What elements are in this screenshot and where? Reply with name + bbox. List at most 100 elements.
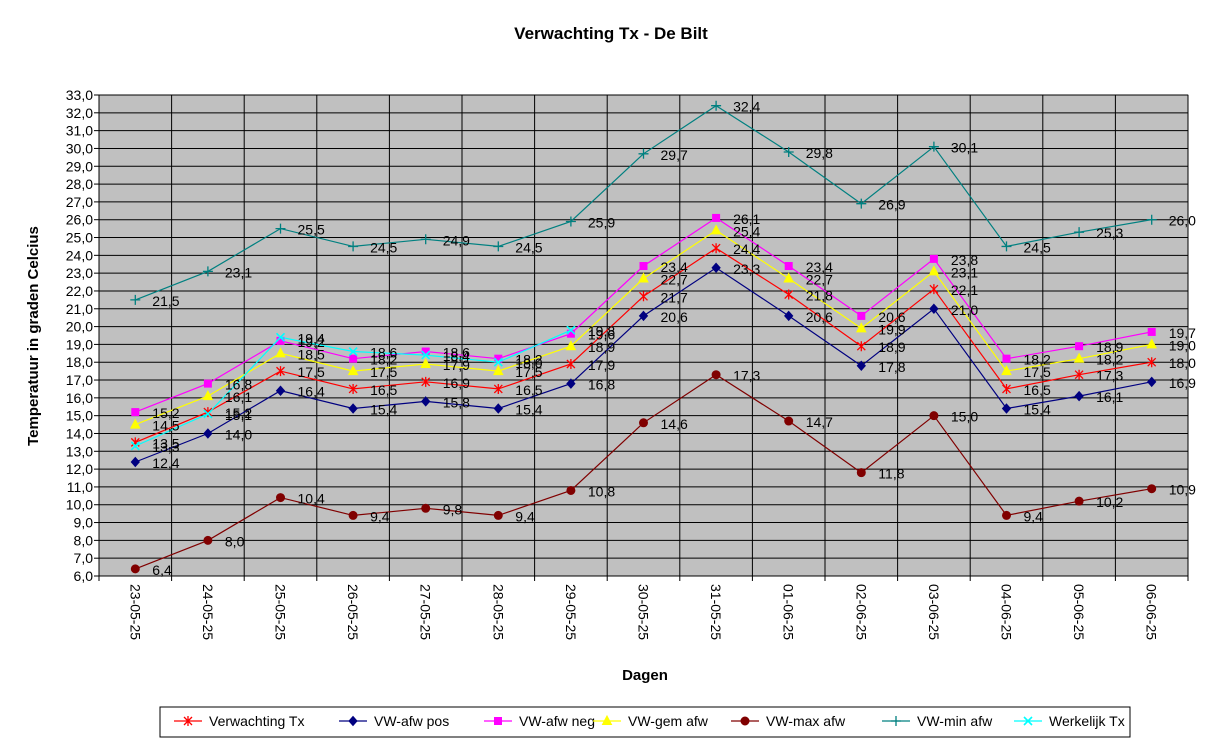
- data-point: [130, 564, 140, 574]
- data-point: [276, 493, 285, 503]
- legend-item: Werkelijk Tx: [1014, 713, 1125, 729]
- data-label: 24,5: [370, 239, 397, 255]
- data-point: [275, 385, 286, 396]
- data-label: 18,5: [298, 346, 325, 362]
- data-point: [420, 234, 431, 245]
- data-point: [783, 147, 794, 158]
- data-label: 25,5: [298, 222, 325, 238]
- y-tick-label: 22,0: [66, 283, 93, 299]
- legend-item: VW-max afw: [731, 713, 846, 729]
- data-point: [639, 291, 648, 302]
- data-point: [1074, 496, 1084, 506]
- x-tick-label: 29-05-25: [563, 584, 579, 640]
- data-point: [1075, 342, 1084, 351]
- data-label: 14,6: [661, 416, 688, 432]
- data-point: [784, 416, 794, 426]
- x-tick-label: 01-06-25: [781, 584, 797, 640]
- data-point: [203, 409, 213, 419]
- x-tick-label: 26-05-25: [345, 584, 361, 640]
- data-point: [639, 262, 648, 271]
- data-label: 15,4: [1024, 402, 1051, 418]
- x-tick-label: 23-05-25: [127, 584, 143, 640]
- y-axis-label: Temperatuur in graden Celcius: [25, 226, 42, 446]
- data-label: 17,8: [878, 359, 905, 375]
- data-label: 22,1: [951, 282, 978, 298]
- data-label: 13,5: [152, 435, 179, 451]
- y-tick-label: 9,0: [74, 515, 94, 531]
- data-point: [492, 365, 504, 376]
- y-tick-label: 24,0: [66, 247, 93, 263]
- data-point: [1001, 365, 1012, 376]
- data-point: [784, 262, 793, 271]
- data-point: [348, 403, 358, 414]
- data-label: 22,7: [661, 271, 688, 287]
- data-point: [347, 365, 359, 376]
- data-point: [784, 310, 794, 322]
- data-point: [1147, 376, 1157, 388]
- data-point: [710, 224, 722, 235]
- data-label: 18,0: [515, 355, 542, 371]
- data-label: 23,3: [733, 261, 760, 277]
- x-tick-label: 28-05-25: [490, 584, 506, 640]
- data-label: 18,6: [443, 345, 470, 361]
- data-label: 16,1: [225, 389, 252, 405]
- series-vw-max-afw: [130, 370, 1157, 574]
- data-label: 14,7: [806, 414, 833, 430]
- data-point: [493, 241, 504, 252]
- data-label: 19,2: [298, 334, 325, 350]
- data-point: [1002, 383, 1011, 394]
- data-label: 9,8: [443, 501, 463, 517]
- data-label: 10,4: [298, 491, 325, 507]
- data-label: 19,8: [588, 323, 615, 339]
- data-point: [493, 383, 503, 394]
- series-werkelijk-tx: [130, 325, 576, 451]
- data-point: [566, 359, 576, 370]
- y-tick-label: 12,0: [66, 461, 93, 477]
- data-label: 14,0: [225, 426, 252, 442]
- y-tick-label: 17,0: [66, 372, 93, 388]
- data-point: [348, 510, 358, 520]
- data-label: 20,6: [661, 309, 688, 325]
- data-label: 19,4: [298, 330, 325, 346]
- data-point: [348, 715, 358, 727]
- data-point: [1147, 357, 1157, 368]
- y-tick-label: 6,0: [74, 568, 94, 584]
- x-tick-label: 05-06-25: [1071, 584, 1087, 640]
- data-label: 23,1: [225, 264, 252, 280]
- data-label: 18,0: [1169, 355, 1196, 371]
- data-point: [203, 379, 212, 388]
- data-label: 17,5: [1024, 364, 1051, 380]
- x-tick-label: 04-06-25: [999, 584, 1015, 640]
- data-label: 16,1: [1096, 389, 1123, 405]
- data-point: [420, 357, 432, 369]
- data-label: 18,9: [588, 339, 615, 355]
- data-label: 17,5: [370, 364, 397, 380]
- data-label: 11,8: [878, 466, 904, 482]
- data-point: [275, 347, 286, 358]
- legend-item: VW-afw pos: [339, 713, 449, 729]
- data-point: [202, 390, 214, 401]
- data-point: [638, 148, 649, 159]
- data-label: 24,4: [733, 241, 760, 257]
- y-tick-label: 7,0: [74, 550, 94, 566]
- grid: [98, 94, 1189, 577]
- data-point: [348, 383, 358, 394]
- data-label: 16,9: [1169, 375, 1196, 391]
- data-label: 25,9: [588, 214, 615, 230]
- data-point: [1002, 510, 1011, 520]
- data-label: 16,9: [443, 375, 470, 391]
- data-point: [928, 141, 939, 152]
- data-label: 10,8: [588, 483, 615, 499]
- y-tick-label: 27,0: [66, 194, 93, 210]
- data-point: [1147, 327, 1156, 336]
- data-label: 23,8: [951, 252, 978, 268]
- x-tick-label: 06-06-25: [1144, 584, 1160, 640]
- data-labels: 13,5 15,2 17,5 16,5 16,9 16,5 17,9 21,7 24,4 21,8…: [152, 99, 1196, 578]
- x-axis: 23-05-25 24-05-25 25-05-25 26-05-25 27-05-25…: [98, 576, 1189, 640]
- data-point: [183, 716, 193, 726]
- y-tick-label: 29,0: [66, 158, 93, 174]
- data-label: 23,1: [951, 264, 978, 280]
- legend-box: [159, 706, 1131, 738]
- data-label: 15,4: [515, 402, 542, 418]
- data-point: [566, 378, 576, 389]
